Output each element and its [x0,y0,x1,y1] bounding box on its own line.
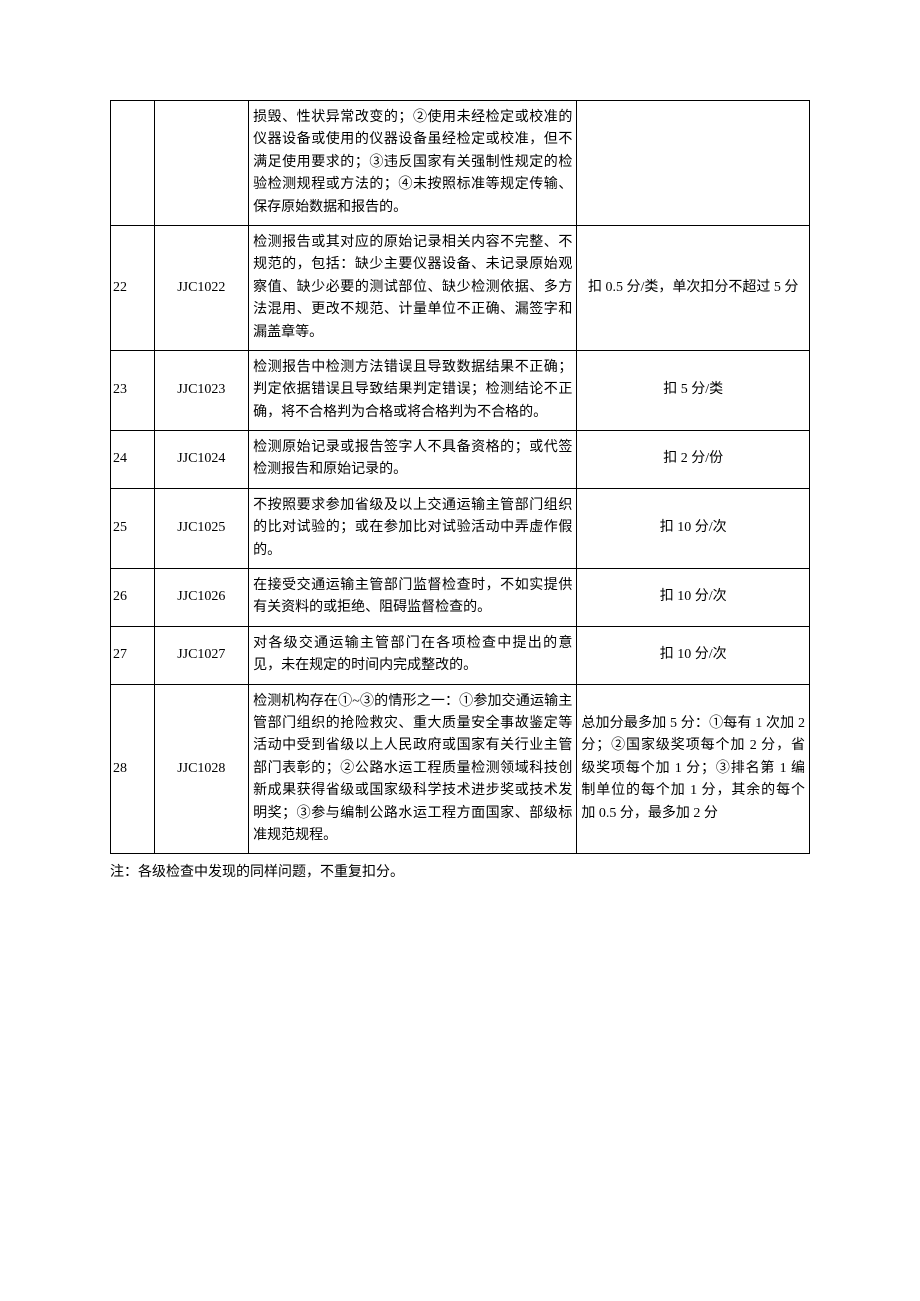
table-row: 25JJC1025不按照要求参加省级及以上交通运输主管部门组织的比对试验的；或在… [111,488,810,568]
row-number: 27 [111,626,155,684]
scoring-table: 损毁、性状异常改变的；②使用未经检定或校准的仪器设备或使用的仪器设备虽经检定或校… [110,100,810,854]
row-score: 扣 10 分/次 [577,569,810,627]
row-number: 23 [111,350,155,430]
table-row: 27JJC1027对各级交通运输主管部门在各项检查中提出的意见，未在规定的时间内… [111,626,810,684]
table-row: 22JJC1022检测报告或其对应的原始记录相关内容不完整、不规范的，包括：缺少… [111,225,810,350]
row-code: JJC1028 [154,684,249,854]
row-description: 检测原始记录或报告签字人不具备资格的；或代签检测报告和原始记录的。 [249,431,577,489]
row-number: 22 [111,225,155,350]
row-score: 扣 0.5 分/类，单次扣分不超过 5 分 [577,225,810,350]
row-number: 28 [111,684,155,854]
row-code [154,101,249,226]
row-code: JJC1022 [154,225,249,350]
row-code: JJC1023 [154,350,249,430]
row-description: 不按照要求参加省级及以上交通运输主管部门组织的比对试验的；或在参加比对试验活动中… [249,488,577,568]
row-number: 25 [111,488,155,568]
row-score: 扣 10 分/次 [577,626,810,684]
row-score: 扣 10 分/次 [577,488,810,568]
row-score: 总加分最多加 5 分：①每有 1 次加 2 分；②国家级奖项每个加 2 分，省级… [577,684,810,854]
row-code: JJC1026 [154,569,249,627]
table-row: 23JJC1023检测报告中检测方法错误且导致数据结果不正确；判定依据错误且导致… [111,350,810,430]
row-description: 损毁、性状异常改变的；②使用未经检定或校准的仪器设备或使用的仪器设备虽经检定或校… [249,101,577,226]
row-code: JJC1024 [154,431,249,489]
table-row: 24JJC1024检测原始记录或报告签字人不具备资格的；或代签检测报告和原始记录… [111,431,810,489]
row-score: 扣 5 分/类 [577,350,810,430]
table-body: 损毁、性状异常改变的；②使用未经检定或校准的仪器设备或使用的仪器设备虽经检定或校… [111,101,810,854]
table-row: 28JJC1028检测机构存在①~③的情形之一：①参加交通运输主管部门组织的抢险… [111,684,810,854]
table-note: 注：各级检查中发现的同样问题，不重复扣分。 [110,862,810,884]
row-description: 检测机构存在①~③的情形之一：①参加交通运输主管部门组织的抢险救灾、重大质量安全… [249,684,577,854]
row-code: JJC1027 [154,626,249,684]
row-description: 在接受交通运输主管部门监督检查时，不如实提供有关资料的或拒绝、阻碍监督检查的。 [249,569,577,627]
row-number: 26 [111,569,155,627]
row-number [111,101,155,226]
row-number: 24 [111,431,155,489]
table-row: 损毁、性状异常改变的；②使用未经检定或校准的仪器设备或使用的仪器设备虽经检定或校… [111,101,810,226]
row-score [577,101,810,226]
row-description: 检测报告或其对应的原始记录相关内容不完整、不规范的，包括：缺少主要仪器设备、未记… [249,225,577,350]
row-description: 检测报告中检测方法错误且导致数据结果不正确；判定依据错误且导致结果判定错误；检测… [249,350,577,430]
row-description: 对各级交通运输主管部门在各项检查中提出的意见，未在规定的时间内完成整改的。 [249,626,577,684]
row-code: JJC1025 [154,488,249,568]
row-score: 扣 2 分/份 [577,431,810,489]
table-row: 26JJC1026在接受交通运输主管部门监督检查时，不如实提供有关资料的或拒绝、… [111,569,810,627]
